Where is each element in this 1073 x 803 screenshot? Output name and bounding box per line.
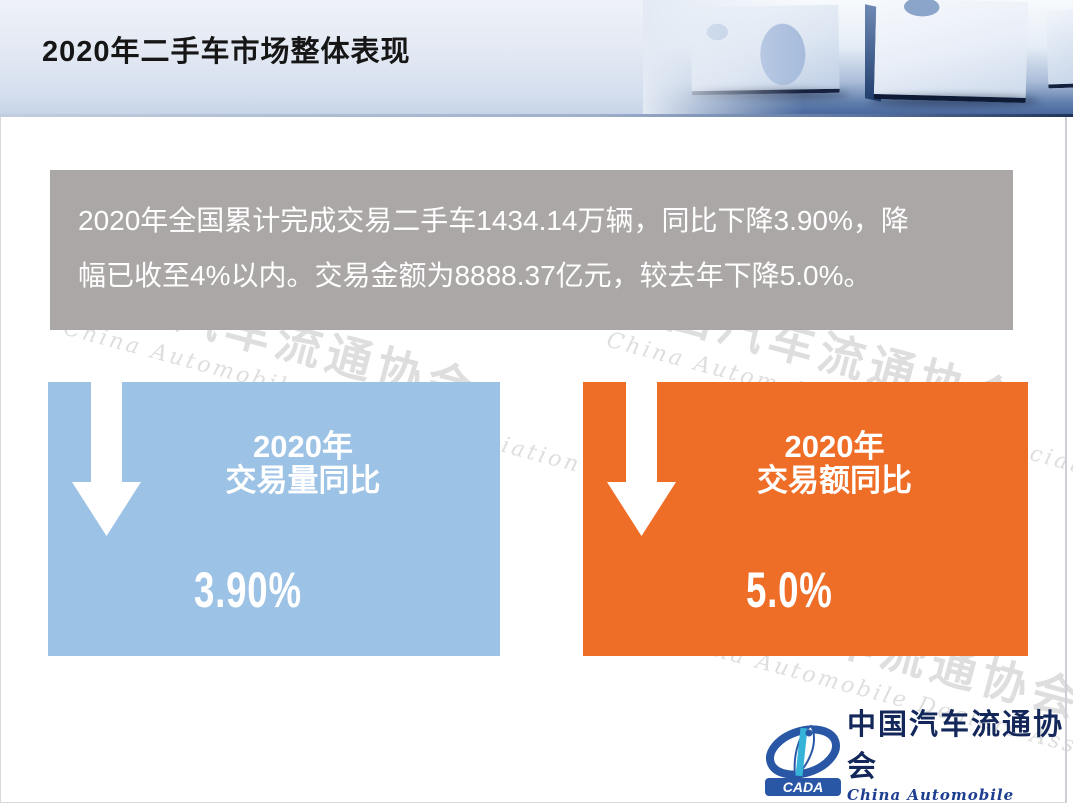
summary-line-1: 2020年全国累计完成交易二手车1434.14万辆，同比下降3.90%，降 (78, 205, 909, 236)
cube-image (1045, 9, 1073, 89)
card-value: 3.90% (194, 561, 500, 618)
cada-logo: CADA 中国汽车流通协会 China Automobile Dealers A… (765, 707, 1070, 803)
cube-shadow (869, 96, 1039, 106)
down-arrow-icon (607, 360, 676, 536)
card-metric-label: 交易额同比 (757, 463, 912, 498)
logo-en-text: China Automobile Dealers Association (847, 785, 1015, 803)
card-year-label: 2020年 (784, 429, 885, 464)
summary-line-2: 幅已收至4%以内。交易金额为8888.37亿元，较去年下降5.0%。 (78, 260, 872, 291)
photo-fade (643, 0, 803, 117)
card-year-label: 2020年 (253, 429, 353, 464)
card-value-number: 5.0% (746, 561, 833, 618)
header-banner: 2020年二手车市场整体表现 (0, 0, 1073, 117)
cada-emblem-icon: CADA (765, 724, 841, 796)
page-title: 2020年二手车市场整体表现 (42, 36, 411, 68)
summary-box: 2020年全国累计完成交易二手车1434.14万辆，同比下降3.90%，降 幅已… (50, 170, 1013, 330)
header-bottom-edge (0, 114, 1073, 117)
card-title: 2020年 交易量同比 (48, 430, 500, 498)
summary-text: 2020年全国累计完成交易二手车1434.14万辆，同比下降3.90%，降 幅已… (50, 170, 1013, 303)
card-title: 2020年 交易额同比 (583, 430, 1028, 498)
cube-image (873, 0, 1029, 103)
down-arrow-icon (72, 360, 141, 536)
card-trade-amount: 2020年 交易额同比 5.0% (583, 360, 1028, 656)
card-value: 5.0% (746, 561, 1028, 618)
card-trade-volume: 2020年 交易量同比 3.90% (48, 360, 500, 656)
cubes-photo (643, 0, 1073, 117)
cada-acronym-text: CADA (783, 779, 823, 795)
card-metric-label: 交易量同比 (225, 463, 381, 498)
logo-cn-text: 中国汽车流通协会 (847, 706, 1065, 783)
logo-text: 中国汽车流通协会 China Automobile Dealers Associ… (847, 701, 1070, 803)
card-value-number: 3.90% (194, 561, 302, 618)
